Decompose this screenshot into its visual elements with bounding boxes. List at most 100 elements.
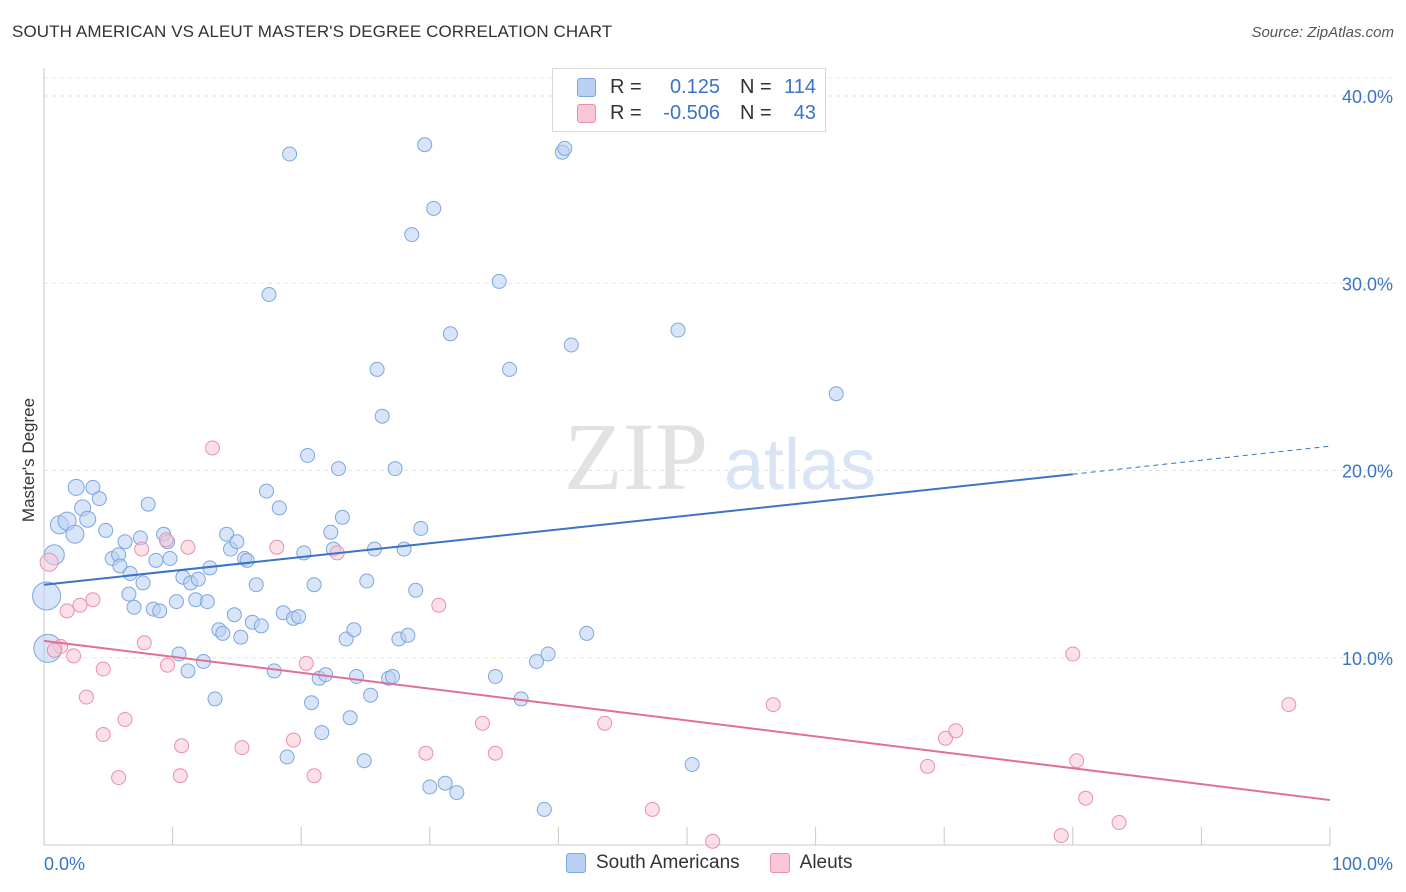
point-south-americans (426, 200, 442, 216)
point-aleuts (1065, 646, 1081, 662)
point-aleuts (948, 723, 964, 739)
point-south-americans (152, 603, 168, 619)
point-south-americans (491, 273, 507, 289)
point-south-americans (261, 287, 277, 302)
point-south-americans (304, 695, 319, 711)
point-south-americans (140, 496, 156, 512)
point-south-americans (98, 522, 114, 538)
point-south-americans (502, 361, 517, 377)
point-south-americans (135, 575, 151, 591)
point-south-americans (207, 691, 223, 707)
point-south-americans (408, 582, 424, 598)
point-south-americans (579, 625, 595, 641)
point-south-americans (396, 541, 412, 557)
point-aleuts (298, 655, 314, 671)
point-aleuts (1111, 815, 1127, 830)
point-aleuts (66, 648, 82, 664)
point-south-americans (112, 558, 128, 574)
point-south-americans (422, 779, 438, 795)
point-south-americans (253, 618, 269, 634)
point-south-americans (670, 322, 686, 338)
point-south-americans (233, 629, 249, 645)
point-aleuts (234, 740, 250, 756)
tick-labels: 10.0% 20.0% 30.0% 40.0% 0.0% 100.0% (44, 87, 1393, 874)
point-aleuts (39, 552, 59, 572)
point-south-americans (271, 500, 287, 516)
point-south-americans (359, 573, 375, 589)
data-points (32, 137, 1297, 849)
point-south-americans (404, 227, 420, 243)
watermark-atlas: atlas (724, 425, 876, 505)
point-aleuts (1069, 753, 1085, 769)
point-south-americans (306, 577, 322, 593)
source-credit: Source: ZipAtlas.com (1251, 24, 1394, 41)
trend-line-south-americans (43, 473, 1073, 586)
point-south-americans (85, 479, 101, 495)
legend-swatch-pink (769, 853, 790, 873)
point-south-americans (162, 551, 178, 566)
point-aleuts (1078, 790, 1094, 806)
grid-lines (44, 77, 1394, 659)
x-tick-label: 0.0% (44, 854, 85, 874)
point-south-americans (279, 749, 295, 765)
point-aleuts (95, 727, 111, 742)
point-south-americans (385, 669, 400, 684)
point-aleuts (174, 738, 190, 754)
chart-title: SOUTH AMERICAN VS ALEUT MASTER'S DEGREE … (12, 22, 613, 41)
point-aleuts (172, 768, 188, 784)
correlation-legend: R = 0.125 N = 114 R = -0.506 N = 43 (552, 68, 826, 132)
point-south-americans (226, 607, 242, 623)
point-south-americans (32, 581, 62, 611)
legend-row-south-americans: R = 0.125 N = 114 (577, 74, 816, 100)
point-aleuts (306, 768, 322, 784)
y-tick-label: 40.0% (1342, 87, 1393, 107)
point-south-americans (413, 521, 429, 536)
point-south-americans (148, 552, 164, 568)
point-south-americans (169, 594, 184, 610)
watermark-zip: ZIP (564, 403, 708, 510)
point-south-americans (540, 646, 556, 662)
point-south-americans (331, 461, 346, 477)
point-south-americans (291, 609, 307, 625)
y-tick-label: 10.0% (1342, 649, 1393, 669)
legend-item-aleuts: Aleuts (769, 852, 852, 874)
point-south-americans (190, 571, 206, 587)
point-south-americans (356, 753, 372, 769)
point-aleuts (160, 657, 175, 673)
point-south-americans (557, 140, 573, 156)
trend-line-aleuts (43, 639, 1331, 802)
point-aleuts (269, 539, 285, 555)
point-south-americans (122, 566, 138, 581)
point-south-americans (215, 625, 231, 641)
point-south-americans (126, 599, 142, 615)
point-south-americans (442, 326, 458, 342)
point-aleuts (644, 801, 660, 817)
trend-lines (43, 445, 1331, 802)
point-south-americans (300, 448, 316, 463)
point-aleuts (136, 635, 152, 651)
legend-n-label: N = (740, 75, 772, 98)
point-south-americans (342, 710, 358, 726)
point-aleuts (1053, 828, 1069, 844)
point-aleuts (85, 592, 101, 608)
point-aleuts (920, 758, 935, 774)
point-aleuts (938, 730, 953, 746)
point-south-americans (282, 146, 298, 162)
point-south-americans (400, 627, 416, 643)
legend-r-label: R = (610, 101, 642, 124)
point-aleuts (117, 712, 133, 727)
point-south-americans (387, 461, 403, 477)
point-south-americans (536, 801, 552, 817)
point-aleuts (72, 597, 88, 613)
y-axis-label: Master's Degree (19, 397, 38, 523)
point-south-americans (487, 669, 503, 684)
point-aleuts (158, 532, 174, 548)
x-tick-label: 100.0% (1332, 854, 1393, 874)
point-aleuts (418, 745, 434, 761)
legend-row-aleuts: R = -0.506 N = 43 (577, 100, 816, 126)
legend-r-value: 0.125 (669, 75, 720, 98)
legend-n-label: N = (740, 101, 772, 124)
legend-swatch-pink (577, 103, 596, 123)
series-legend: South Americans Aleuts (566, 852, 882, 874)
